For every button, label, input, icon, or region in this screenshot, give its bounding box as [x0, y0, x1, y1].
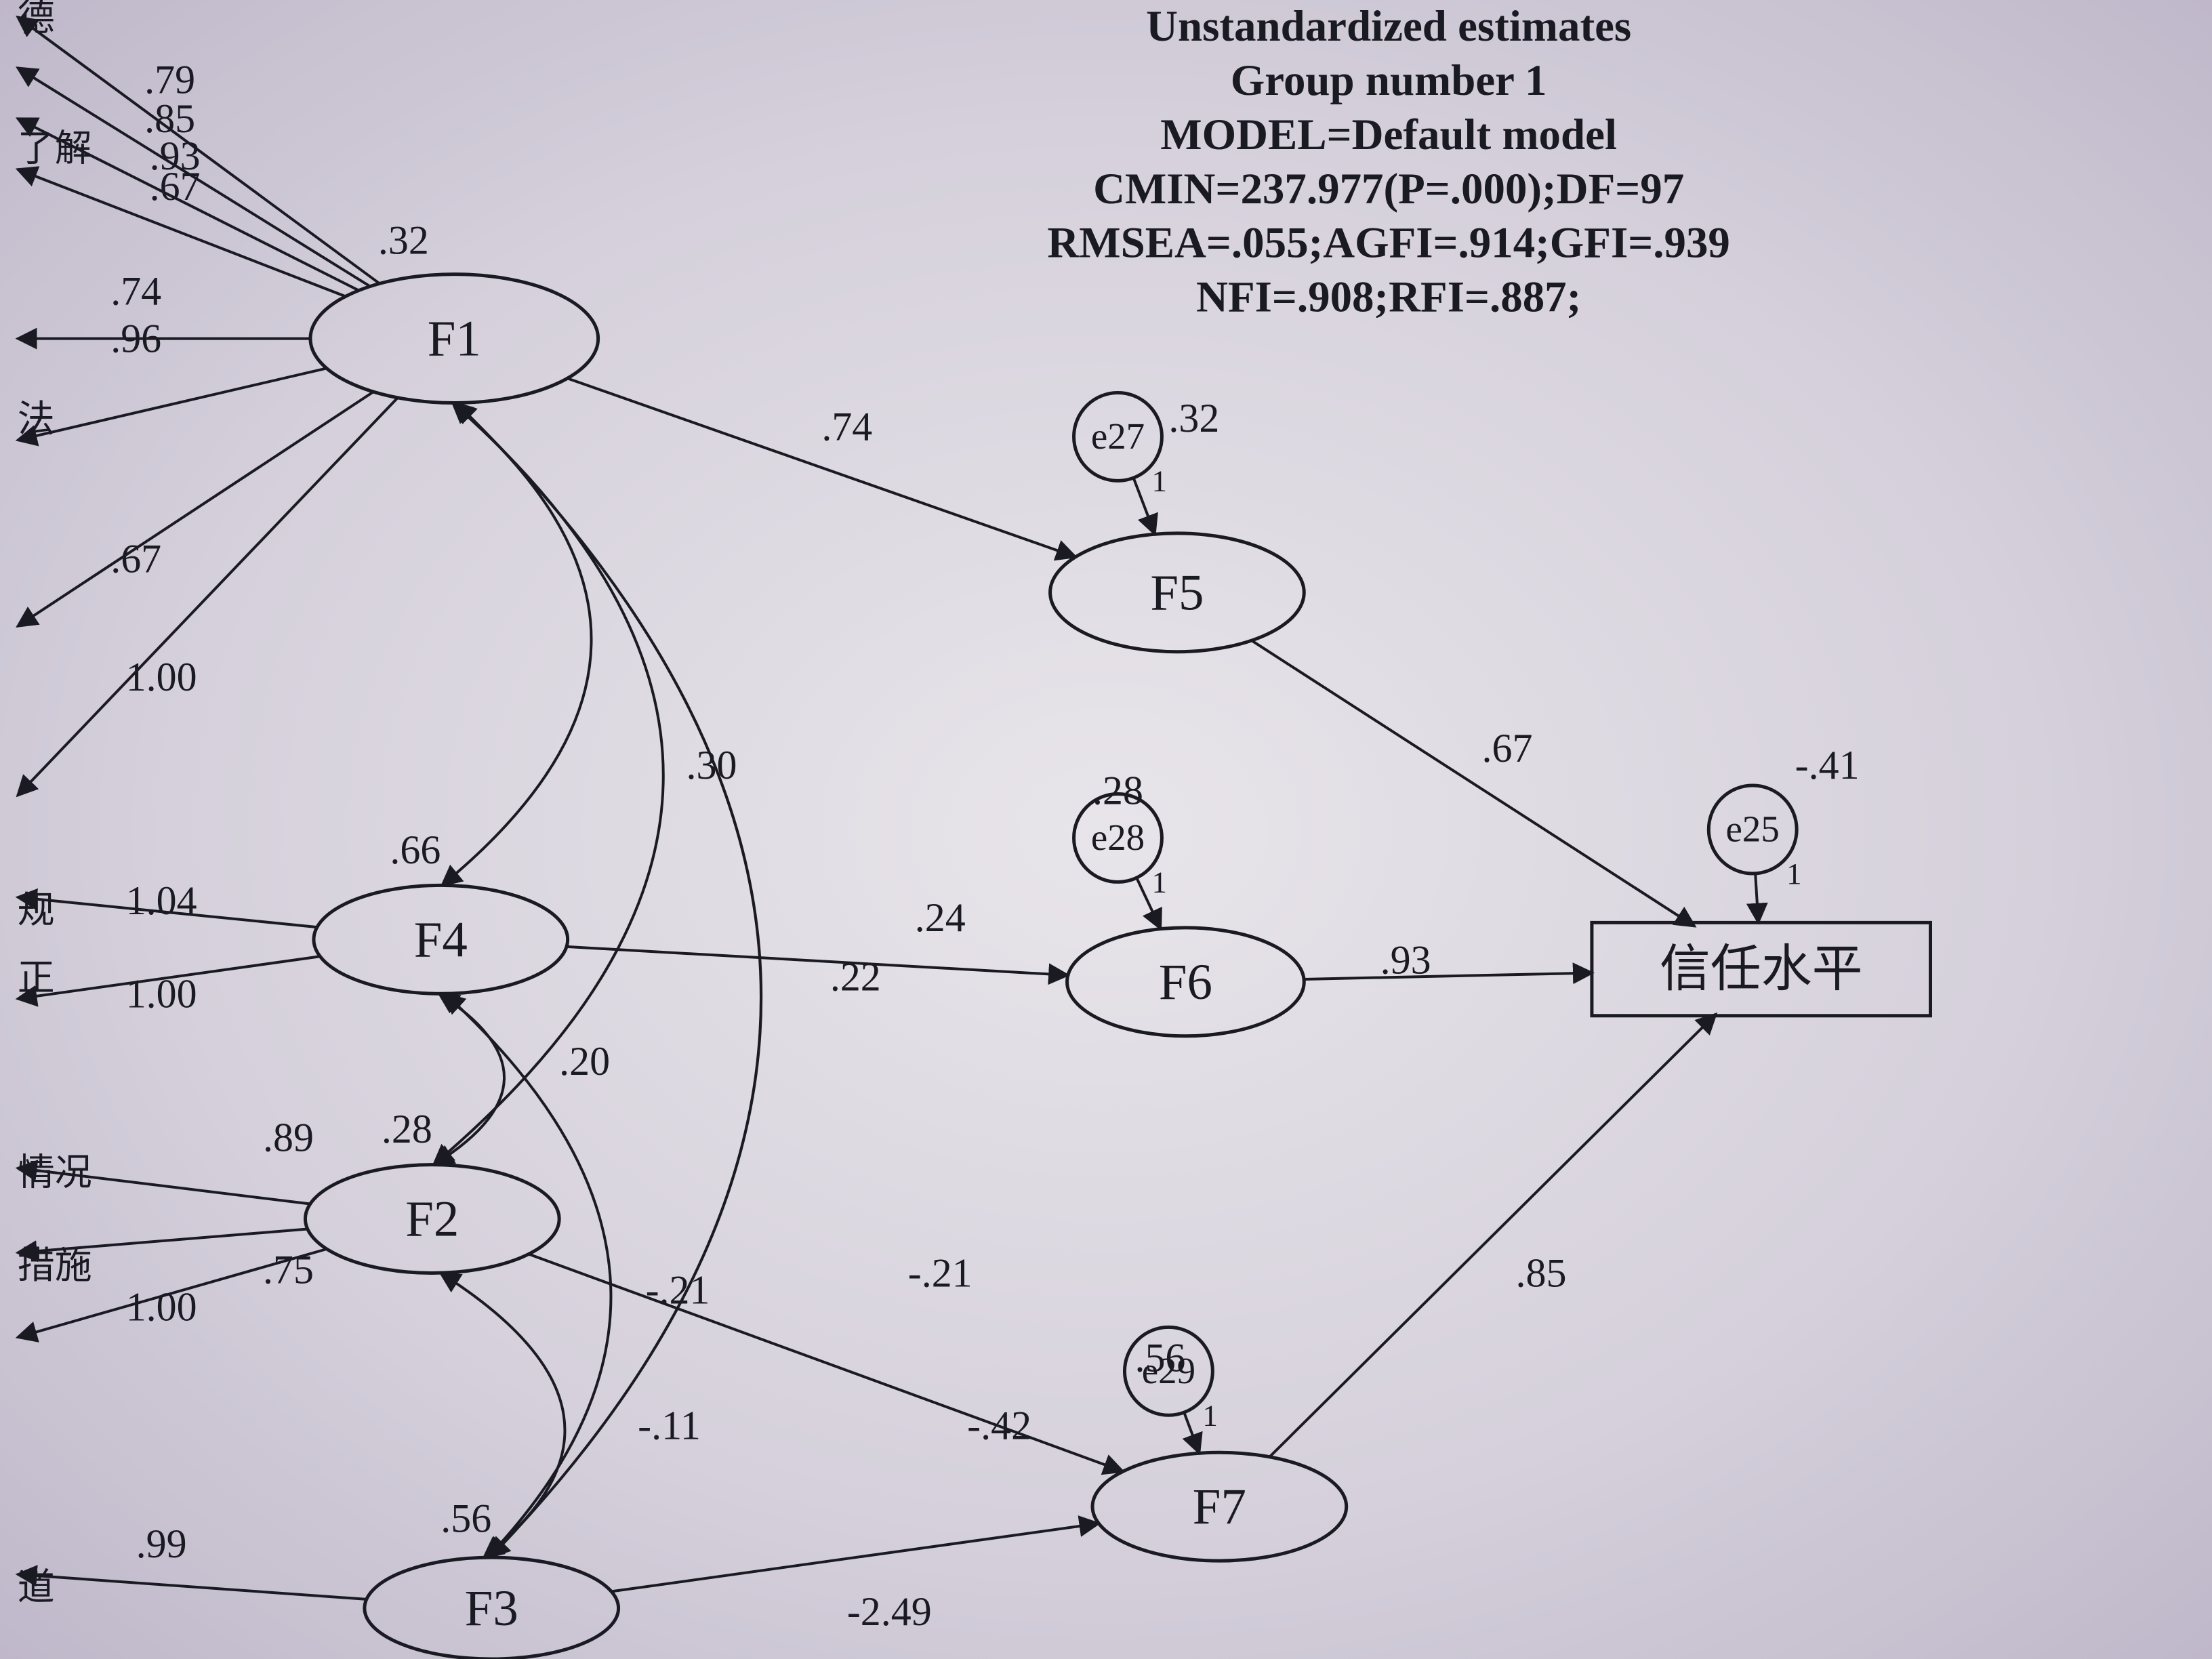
latent-label-F6: F6	[1159, 954, 1212, 1010]
indicator-load-F1-3: .67	[150, 164, 201, 209]
latent-label-F3: F3	[465, 1580, 518, 1637]
edge-label-f1cov: .30	[687, 743, 737, 787]
path-f4-f6	[567, 947, 1068, 975]
edge-label-f3f7: -2.49	[847, 1589, 932, 1634]
error-loading-e28: 1	[1151, 865, 1166, 899]
observed-label-OUT: 信任水平	[1660, 941, 1863, 998]
error-label-e25: e25	[1726, 808, 1780, 849]
edge-label-cov20: .20	[559, 1039, 610, 1084]
variance-F4: .66	[390, 827, 441, 872]
fit-stat-line-1: Group number 1	[1231, 56, 1547, 105]
edge-label-f6out: .93	[1380, 937, 1431, 982]
cut-indicator-6: 措施	[18, 1245, 92, 1286]
indicator-load-F2-1: .75	[263, 1247, 314, 1292]
indicator-F3-0	[18, 1574, 367, 1599]
sem-path-diagram: F1F4F2F3F5F6F7信任水平e27e28e29e25 .32.66.28…	[0, 0, 2212, 1659]
latent-label-F2: F2	[405, 1191, 459, 1248]
error-var-e25: -.41	[1795, 743, 1860, 787]
error-label-e28: e28	[1091, 817, 1145, 858]
edge-label-f1f5: .74	[821, 404, 872, 449]
path-f6-out	[1304, 973, 1593, 979]
indicator-load-F4-1: 1.00	[126, 971, 197, 1016]
cov-f1-f3	[456, 403, 761, 1558]
error-label-e27: e27	[1091, 415, 1145, 457]
latent-label-F5: F5	[1150, 565, 1204, 621]
cut-indicator-1: 了解	[18, 127, 92, 169]
path-f7-out	[1269, 1014, 1716, 1456]
indicator-load-F1-4: .74	[110, 269, 161, 314]
path-f5-out	[1252, 640, 1695, 926]
edge-label-f7out: .85	[1516, 1250, 1567, 1295]
cut-indicator-2: 法	[18, 398, 55, 440]
fit-stat-line-0: Unstandardized estimates	[1146, 2, 1631, 51]
latent-label-F4: F4	[414, 912, 468, 968]
edge-label-covn21a: -.21	[908, 1250, 972, 1295]
fit-stat-line-3: CMIN=237.977(P=.000);DF=97	[1093, 165, 1684, 213]
fit-stat-line-5: NFI=.908;RFI=.887;	[1196, 273, 1581, 322]
cov-f4-f2	[434, 994, 504, 1164]
indicator-load-F2-0: .89	[263, 1115, 314, 1160]
error-loading-e25: 1	[1786, 857, 1801, 890]
path-f2-f7	[529, 1254, 1123, 1472]
edge-label-covn11: -.11	[638, 1403, 701, 1448]
variance-F3: .56	[441, 1496, 491, 1541]
error-loading-e27: 1	[1151, 464, 1166, 497]
cut-indicator-5: 情况	[18, 1152, 92, 1193]
variance-F6: .28	[1092, 769, 1143, 813]
cov-f1-f2	[434, 403, 663, 1165]
indicator-load-F1-0: .79	[144, 57, 195, 102]
variance-F7: .56	[1134, 1335, 1185, 1380]
cut-indicator-7: 道	[18, 1567, 55, 1608]
indicator-load-F3-0: .99	[136, 1521, 187, 1566]
edge-label-f5out: .67	[1482, 726, 1533, 771]
variance-F5: .32	[1168, 396, 1219, 441]
fit-stat-line-4: RMSEA=.055;AGFI=.914;GFI=.939	[1047, 219, 1729, 268]
fit-stat-line-2: MODEL=Default model	[1160, 110, 1617, 159]
indicator-load-F1-7: 1.00	[126, 655, 197, 699]
error-loading-e29: 1	[1202, 1398, 1217, 1432]
cut-indicator-0: 德	[18, 0, 55, 39]
indicator-load-F4-0: 1.04	[126, 878, 197, 923]
cov-f1-f4	[442, 403, 591, 886]
indicator-load-F1-6: .67	[110, 536, 161, 581]
edge-label-covn21b: -.21	[646, 1267, 710, 1312]
indicator-load-F1-5: .96	[110, 316, 161, 361]
indicator-load-F2-2: 1.00	[126, 1284, 197, 1329]
indicator-F1-7	[18, 398, 398, 796]
path-f3-f7	[611, 1523, 1099, 1591]
error-path-e29	[1184, 1412, 1200, 1453]
cut-indicator-4: 正	[18, 957, 55, 998]
cut-indicator-3: 规	[18, 889, 55, 930]
indicator-F1-5	[18, 368, 327, 440]
edge-label-covp24: .24	[915, 895, 966, 940]
error-path-e25	[1755, 874, 1758, 923]
latent-label-F7: F7	[1193, 1479, 1246, 1535]
edge-label-f4f6: .22	[830, 954, 881, 999]
variance-F1: .32	[378, 218, 429, 263]
edge-label-covn42: -.42	[967, 1403, 1031, 1448]
latent-label-F1: F1	[428, 311, 481, 367]
variance-F2: .28	[382, 1107, 432, 1151]
